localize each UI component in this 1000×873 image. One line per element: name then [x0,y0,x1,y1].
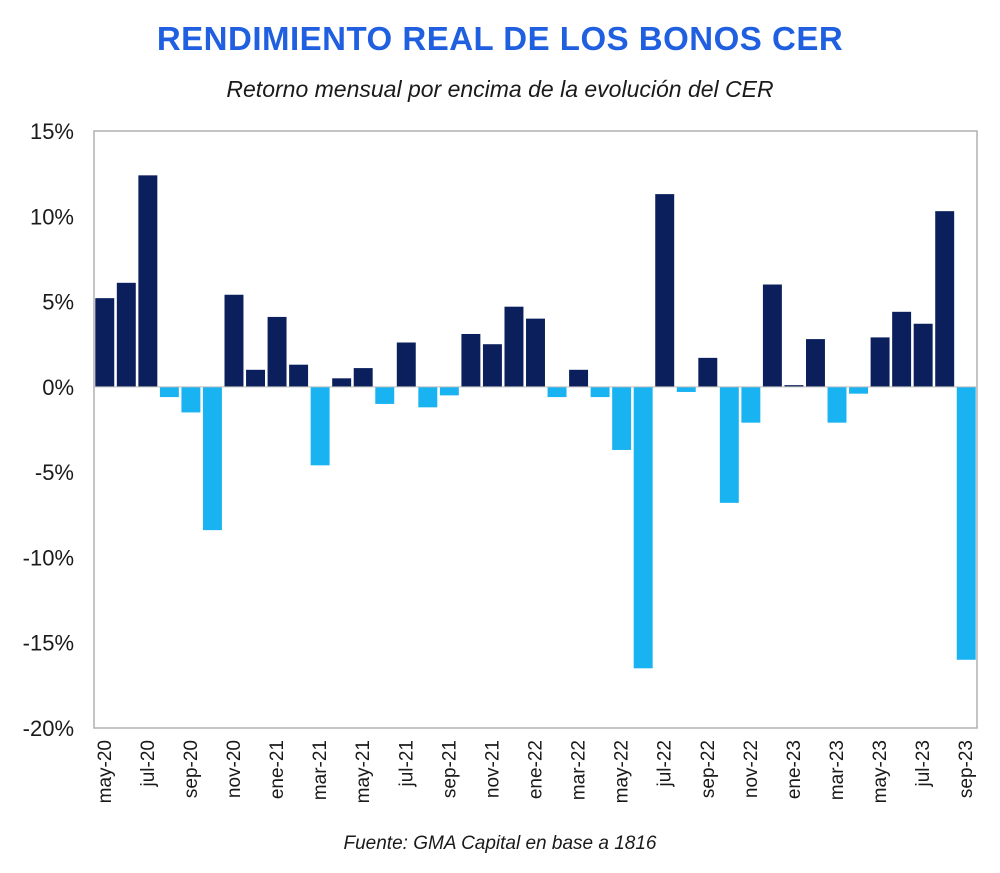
x-tick-label: jul-23 [913,740,934,787]
x-tick-label: jul-22 [655,740,676,787]
y-tick-label: -15% [23,631,74,656]
bar-dic-21 [504,306,524,387]
x-tick-label: sep-22 [698,740,719,798]
x-tick-label: nov-20 [224,740,245,798]
bar-may-20 [95,298,115,387]
bar-jul-22 [655,194,675,387]
x-tick-label: may-21 [353,740,374,803]
x-tick-label: mar-22 [569,740,590,800]
x-tick-label: nov-21 [482,740,503,798]
x-tick-label: mar-23 [827,740,848,800]
bar-feb-21 [289,364,309,387]
bar-ago-21 [418,386,438,408]
bar-may-22 [612,386,632,450]
bar-abr-22 [590,386,610,398]
y-tick-label: 10% [30,204,74,229]
y-axis: 15% 10% 5% 0% -5% -10% -15% -20% [23,119,74,741]
y-tick-label: 15% [30,119,74,144]
bar-ene-21 [267,316,287,387]
bar-oct-21 [461,333,481,387]
x-tick-label: jul-20 [138,740,159,787]
x-tick-label: may-20 [95,740,116,803]
x-tick-label: sep-20 [181,740,202,798]
chart-title: RENDIMIENTO REAL DE LOS BONOS CER [156,20,844,57]
x-axis: may-20 jul-20 sep-20 nov-20 ene-21 mar-21 may-… [95,740,977,803]
bar-ago-22 [676,386,696,392]
bar-jul-23 [913,323,933,387]
bar-mar-21 [310,386,330,466]
plot-area [93,130,978,729]
bar-abr-21 [332,378,352,387]
x-tick-label: nov-22 [741,740,762,798]
bar-ene-22 [526,318,545,387]
bar-may-21 [353,368,373,387]
bar-ene-23 [784,385,804,387]
x-tick-label: sep-21 [439,740,460,798]
bar-sep-21 [439,386,459,396]
bar-feb-22 [547,386,567,398]
bar-jun-20 [116,282,136,387]
x-tick-label: may-22 [612,740,633,803]
y-tick-label: -20% [23,716,74,741]
bar-may-23 [870,337,890,387]
bar-dic-20 [246,369,266,387]
bar-nov-21 [482,344,502,387]
bar-feb-23 [805,339,825,387]
bar-sep-20 [181,386,201,413]
bar-sep-23 [956,386,976,660]
x-tick-label: ene-21 [267,740,288,799]
bar-mar-23 [827,386,847,423]
y-tick-label: 5% [42,290,74,315]
bar-nov-22 [741,386,761,423]
bar-series [95,175,976,669]
bar-dic-22 [762,284,782,387]
x-tick-label: sep-23 [956,740,977,798]
x-tick-label: mar-21 [310,740,331,800]
y-tick-label: -10% [23,545,74,570]
y-tick-label: -5% [35,460,74,485]
bar-jun-23 [892,311,912,387]
x-tick-label: jul-21 [396,740,417,787]
y-tick-label: 0% [42,375,74,400]
bar-oct-20 [202,386,222,531]
bar-sep-22 [698,357,718,387]
bar-jul-21 [396,342,416,387]
bar-mar-22 [569,369,589,387]
chart-subtitle: Retorno mensual por encima de la evoluci… [226,76,774,102]
bar-ago-20 [159,386,179,398]
x-tick-label: ene-23 [784,740,805,799]
x-tick-label: ene-22 [526,740,547,799]
source-note: Fuente: GMA Capital en base a 1816 [343,833,657,854]
x-tick-label: may-23 [870,740,891,803]
bar-jul-20 [138,175,158,387]
bar-nov-20 [224,294,244,387]
bar-abr-23 [849,386,869,394]
bar-jun-21 [375,386,395,404]
bar-jun-22 [633,386,653,669]
bar-oct-22 [719,386,739,503]
bar-ago-23 [935,211,955,387]
